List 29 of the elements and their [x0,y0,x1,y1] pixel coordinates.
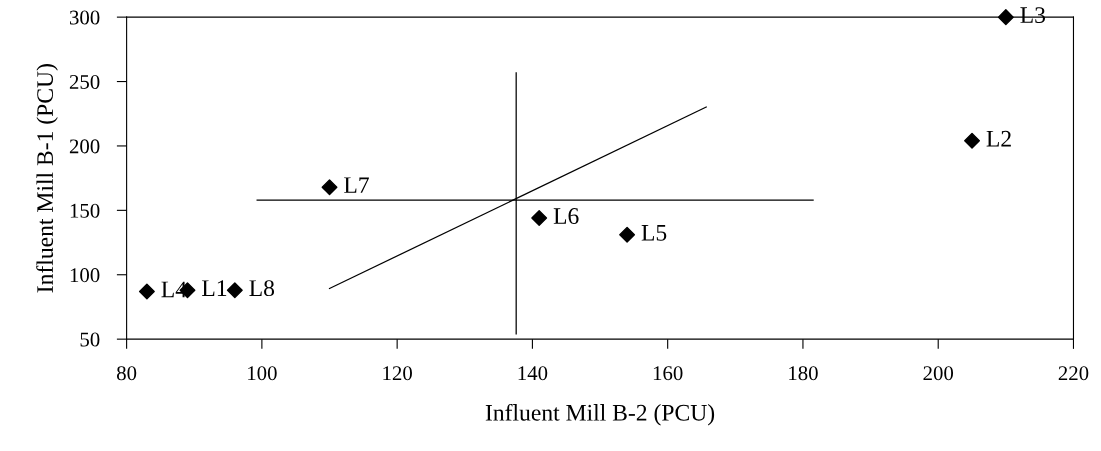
point [531,210,548,227]
point [138,283,155,300]
annotation: L1 [202,280,227,296]
annotation: L5 [641,225,667,241]
point [619,226,636,243]
y-tick-label: 50 [80,332,100,347]
y-axis-title: Influent Mill B-1 (PCU) [36,64,58,293]
y-tick-label: 150 [70,203,100,218]
annotation: L2 [986,130,1011,147]
x-tick-label: 220 [1058,366,1089,381]
annotation: L8 [249,280,275,297]
point [321,179,338,196]
y-tick-label: 100 [70,268,100,283]
x-axis-title: Influent Mill B-2 (PCU) [485,403,715,426]
annotation: L7 [344,177,369,193]
y-tick-label: 300 [69,10,100,25]
x-tick-label: 160 [653,366,683,381]
y-tick-label: 250 [69,74,100,89]
x-tick-label: 200 [923,366,954,381]
point [226,282,243,299]
x-tick-label: 100 [248,366,277,381]
y-tick-label: 200 [69,139,100,154]
point [964,132,981,149]
x-tick-label: 80 [116,366,137,381]
x-tick-label: 120 [383,366,412,381]
x-tick-label: 180 [789,366,818,381]
x-tick-label: 140 [518,366,548,381]
annotation: L6 [553,208,579,224]
point [997,9,1014,26]
